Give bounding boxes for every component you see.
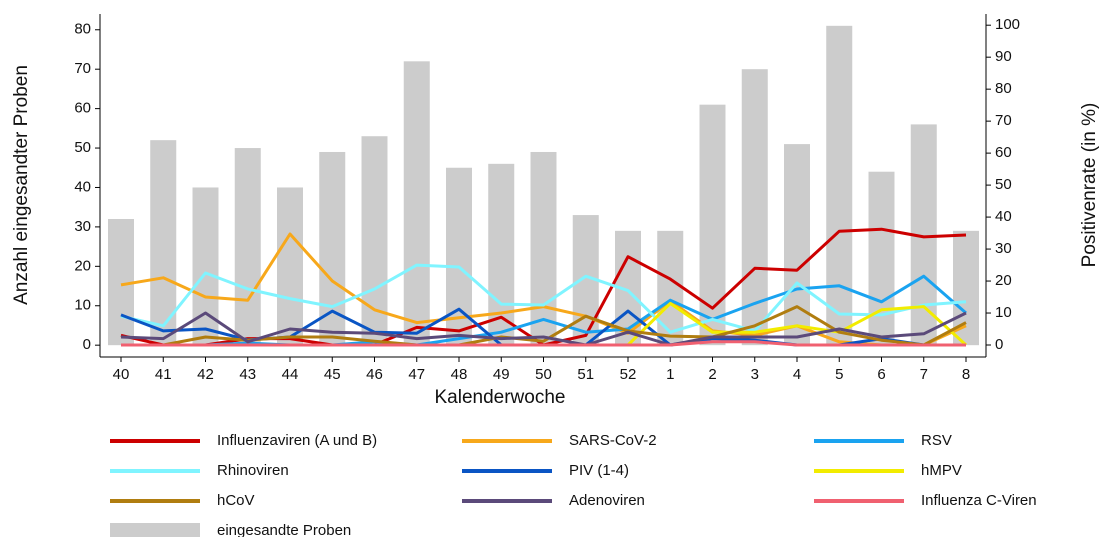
x-tick-label: 51 [577,366,594,383]
y-tick-label: 40 [74,178,91,195]
legend-label: Rhinoviren [217,462,289,479]
x-tick-label: 43 [239,366,256,383]
line [120,311,967,347]
legend-label: Influenzaviren (A und B) [217,432,377,449]
x-tick-label: 6 [877,366,885,383]
bar [868,171,895,346]
x-tick-label: 1 [666,366,674,383]
bar [234,148,261,346]
line [120,263,967,334]
x-tick-label: 2 [708,366,716,383]
y-tick-label: 70 [74,60,91,77]
bar [277,187,303,346]
x-tick-label: 41 [155,366,172,383]
bar [530,151,557,346]
y2-tick-label: 50 [995,176,1012,193]
bar [403,61,430,346]
bar [319,151,346,346]
legend-label: SARS-CoV-2 [569,432,657,449]
x-tick-label: 5 [835,366,843,383]
x-tick-label: 46 [366,366,383,383]
x-tick-label: 45 [324,366,341,383]
x-tick-label: 40 [113,366,130,383]
y2-tick-label: 30 [995,240,1012,257]
y2-axis-title: Positivenrate (in %) [1079,103,1100,268]
legend-label: hCoV [217,492,255,509]
y-tick-label: 50 [74,139,91,156]
bar [699,104,726,346]
x-axis-title: Kalenderwoche [435,387,566,408]
y2-tick-label: 70 [995,112,1012,129]
x-tick-label: 44 [282,366,299,383]
legend-label: PIV (1-4) [569,462,629,479]
y-axis-title: Anzahl eingesandter Proben [11,65,32,305]
legend-label: Adenoviren [569,492,645,509]
x-tick-label: 52 [620,366,637,383]
legend-swatch [110,523,200,537]
bar [150,140,177,346]
y2-tick-label: 10 [995,304,1012,321]
y2-tick-label: 90 [995,48,1012,65]
y-tick-label: 0 [83,336,91,353]
x-tick-label: 42 [197,366,214,383]
legend-label: Influenza C-Viren [921,492,1037,509]
y-tick-label: 80 [74,21,91,38]
x-tick-label: 48 [451,366,468,383]
bar [826,25,853,346]
y-tick-label: 10 [74,297,91,314]
line [121,340,966,347]
x-tick-label: 4 [793,366,801,383]
line [120,232,967,347]
y2-tick-label: 60 [995,144,1012,161]
bar [657,230,684,346]
y2-tick-label: 100 [995,16,1020,33]
y2-tick-label: 20 [995,272,1012,289]
y2-tick-label: 80 [995,80,1012,97]
line [121,305,967,347]
x-tick-label: 47 [408,366,425,383]
y-tick-label: 20 [74,257,91,274]
y2-tick-label: 40 [995,208,1012,225]
x-tick-label: 8 [962,366,970,383]
legend-label: RSV [921,432,952,449]
legend-label: eingesandte Proben [217,522,351,537]
x-tick-label: 3 [751,366,759,383]
y2-tick-label: 0 [995,336,1003,353]
x-tick-label: 49 [493,366,510,383]
y-tick-label: 60 [74,100,91,117]
bar [192,187,219,346]
y-tick-label: 30 [74,218,91,235]
bar [784,144,810,346]
x-tick-label: 50 [535,366,552,383]
x-tick-label: 7 [920,366,928,383]
legend-label: hMPV [921,462,962,479]
